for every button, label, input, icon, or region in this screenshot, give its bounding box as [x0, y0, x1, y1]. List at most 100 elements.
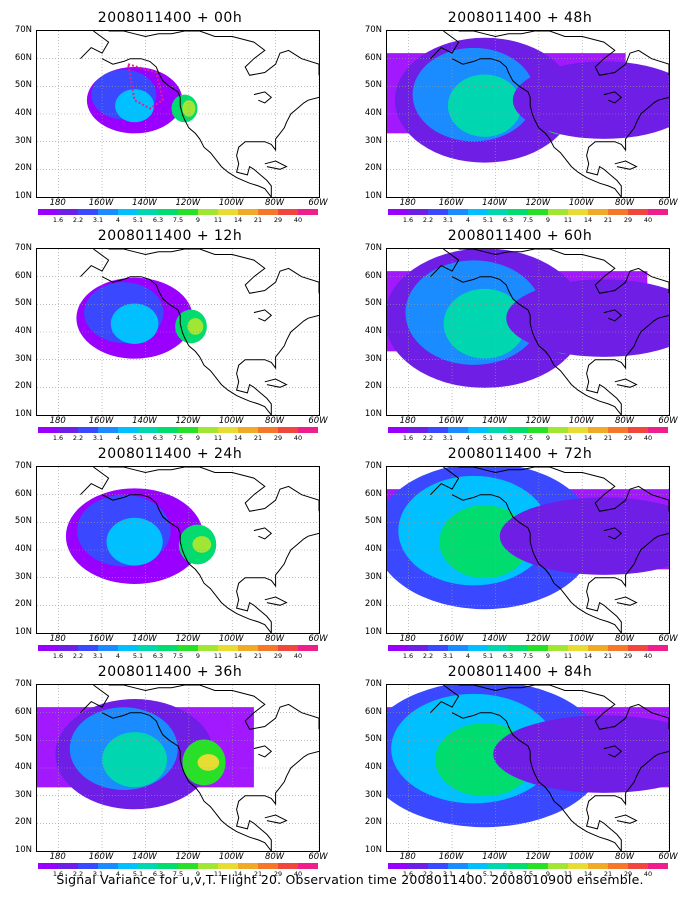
colorbar-swatch	[388, 427, 408, 433]
figure-caption: Signal Variance for u,v,T. Flight 20. Ob…	[56, 872, 644, 887]
longitude-tick-label: 80W	[614, 198, 635, 208]
variance-contour	[182, 100, 196, 117]
colorbar-label: 4	[115, 652, 121, 660]
coastline	[108, 249, 319, 294]
colorbar-swatch	[608, 863, 628, 869]
latitude-tick-label: 40N	[364, 108, 382, 118]
colorbar-swatch	[278, 645, 298, 651]
variance-contour	[192, 536, 212, 553]
coastline	[603, 91, 623, 104]
longitude-tick-label: 180	[399, 634, 416, 644]
colorbar-label: 40	[293, 434, 303, 442]
colorbar-labels: 1.6 2.2 3.1 4 5.1 6.3 7.5 9 11 14 21 29 40	[38, 652, 318, 660]
colorbar-label: 40	[293, 216, 303, 224]
variance-contour	[493, 715, 669, 793]
colorbar-swatch	[258, 427, 278, 433]
colorbar-label: 40	[643, 216, 653, 224]
colorbar-label: 6.3	[502, 870, 514, 878]
longitude-tick-label: 140W	[132, 198, 157, 208]
longitude-tick-label: 140W	[132, 634, 157, 644]
latitude-tick-label: 10N	[14, 845, 32, 855]
coastline	[264, 160, 288, 170]
colorbar-swatch	[508, 863, 528, 869]
latitude-tick-label: 30N	[364, 571, 382, 582]
coastline	[235, 314, 319, 415]
variance-map	[36, 684, 320, 852]
colorbar-swatch	[508, 209, 528, 215]
coastline	[430, 249, 460, 278]
colorbar-swatch	[648, 863, 668, 869]
colorbar-label: 14	[233, 870, 243, 878]
colorbar-label: 14	[233, 216, 243, 224]
longitude-tick-label: 100W	[568, 852, 594, 862]
longitude-tick-label: 180	[399, 852, 416, 862]
colorbar-label: 9	[195, 652, 201, 660]
colorbar-swatch	[258, 645, 278, 651]
longitude-tick-label: 60W	[658, 634, 678, 644]
coastline	[235, 750, 319, 851]
colorbar-swatch	[628, 863, 648, 869]
colorbar-swatch	[508, 427, 528, 433]
forecast-panel: 2008011400 + 60h 70N 60N 50N 40N 30N 20N 10N 180…	[350, 226, 690, 442]
colorbar-swatch	[528, 427, 548, 433]
panel-title: 2008011400 + 72h	[447, 446, 593, 462]
colorbar-label: 1.6	[52, 434, 64, 442]
colorbar-swatch	[78, 209, 98, 215]
latitude-tick-label: 10N	[14, 191, 32, 201]
longitude-tick-label: 160W	[88, 634, 114, 644]
forecast-panel: 2008011400 + 84h 70N 60N 50N 40N 30N 20N 10N 180…	[350, 662, 690, 878]
latitude-tick-label: 70N	[14, 679, 32, 689]
coastline	[451, 494, 622, 633]
colorbar-swatch	[568, 645, 588, 651]
longitude-tick-label: 120W	[525, 416, 551, 426]
latitude-tick-label: 50N	[14, 734, 32, 745]
colorbar-labels: 1.6 2.2 3.1 4 5.1 6.3 7.5 9 11 14 21 29 40	[388, 652, 668, 660]
colorbar-swatch	[588, 863, 608, 869]
map-svg	[37, 467, 319, 633]
latitude-tick-label: 30N	[14, 789, 32, 800]
colorbar-swatch	[548, 209, 568, 215]
coastline	[264, 814, 288, 824]
longitude-tick-label: 180	[49, 416, 66, 426]
variance-map	[386, 466, 670, 634]
latitude-tick-label: 30N	[364, 353, 382, 364]
colorbar-swatch	[218, 209, 238, 215]
colorbar-swatch	[238, 863, 258, 869]
colorbar-label: 5.1	[482, 870, 494, 878]
colorbar-label: 6.3	[502, 216, 514, 224]
latitude-tick-label: 40N	[14, 108, 32, 118]
latitude-tick-label: 50N	[364, 298, 382, 309]
variance-contour	[110, 303, 159, 344]
latitude-tick-label: 70N	[14, 243, 32, 253]
longitude-tick-label: 60W	[658, 416, 678, 426]
colorbar-swatch	[588, 209, 608, 215]
colorbar-swatch	[238, 645, 258, 651]
longitude-tick-label: 120W	[525, 198, 551, 208]
coastline	[603, 527, 623, 540]
colorbar-swatch	[488, 209, 508, 215]
colorbar-label: 21	[253, 652, 263, 660]
colorbar-swatch	[158, 427, 178, 433]
latitude-tick-label: 40N	[364, 326, 382, 336]
latitude-tick-label: 50N	[14, 516, 32, 527]
colorbar-swatch	[528, 645, 548, 651]
colorbar-label: 14	[583, 216, 593, 224]
colorbar-swatch	[568, 863, 588, 869]
colorbar-labels: 1.6 2.2 3.1 4 5.1 6.3 7.5 9 11 14 21 29 40	[388, 216, 668, 224]
colorbar-swatch	[548, 645, 568, 651]
longitude-tick-label: 120W	[175, 634, 201, 644]
coastline	[603, 309, 623, 322]
longitude-tick-label: 120W	[175, 198, 201, 208]
latitude-tick-label: 20N	[364, 817, 382, 828]
coastline	[458, 685, 669, 730]
colorbar-label: 40	[293, 652, 303, 660]
colorbar-swatch	[528, 209, 548, 215]
colorbar-swatch	[58, 427, 78, 433]
forecast-panel: 2008011400 + 24h 70N 60N 50N 40N 30N 20N 10N 180…	[0, 444, 340, 660]
variance-contour	[187, 318, 204, 335]
colorbar-label: 14	[233, 652, 243, 660]
coastline	[603, 745, 623, 758]
colorbar-swatch	[468, 427, 488, 433]
variance-map	[36, 466, 320, 634]
colorbar-label: 6.3	[502, 434, 514, 442]
